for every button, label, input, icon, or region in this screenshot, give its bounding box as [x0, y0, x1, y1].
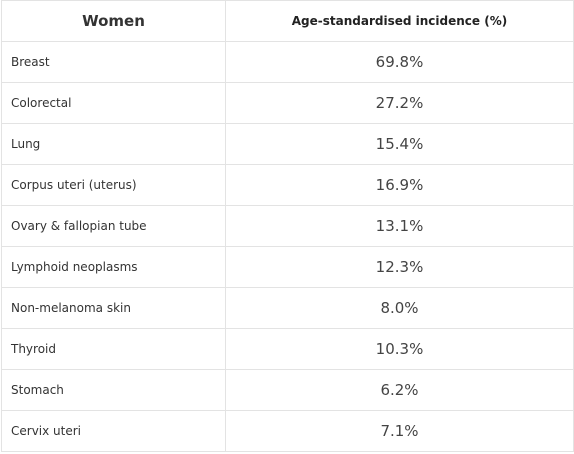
incidence-value-cell: 16.9% [225, 164, 574, 206]
cancer-name-cell: Non-melanoma skin [1, 287, 226, 329]
table-row: Lung 15.4% [1, 123, 574, 165]
incidence-value-cell: 27.2% [225, 82, 574, 124]
cancer-name-cell: Cervix uteri [1, 410, 226, 452]
incidence-value-cell: 13.1% [225, 205, 574, 247]
incidence-value-cell: 6.2% [225, 369, 574, 411]
cancer-name-cell: Stomach [1, 369, 226, 411]
header-row: Women Age-standardised incidence (%) [1, 0, 574, 42]
cancer-name-cell: Thyroid [1, 328, 226, 370]
table-row: Ovary & fallopian tube 13.1% [1, 205, 574, 247]
table-row: Non-melanoma skin 8.0% [1, 287, 574, 329]
table-row: Cervix uteri 7.1% [1, 410, 574, 452]
table-header: Women Age-standardised incidence (%) [1, 0, 574, 42]
cancer-name-cell: Colorectal [1, 82, 226, 124]
table-body: Breast 69.8% Colorectal 27.2% Lung 15.4%… [1, 41, 574, 452]
cancer-name-cell: Lymphoid neoplasms [1, 246, 226, 288]
column-header-incidence: Age-standardised incidence (%) [225, 0, 574, 42]
table-row: Stomach 6.2% [1, 369, 574, 411]
column-header-women: Women [1, 0, 226, 42]
table-row: Lymphoid neoplasms 12.3% [1, 246, 574, 288]
incidence-value-cell: 15.4% [225, 123, 574, 165]
incidence-value-cell: 69.8% [225, 41, 574, 83]
table-row: Colorectal 27.2% [1, 82, 574, 124]
incidence-value-cell: 8.0% [225, 287, 574, 329]
incidence-value-cell: 10.3% [225, 328, 574, 370]
table-row: Breast 69.8% [1, 41, 574, 83]
cancer-name-cell: Lung [1, 123, 226, 165]
incidence-value-cell: 12.3% [225, 246, 574, 288]
table-row: Corpus uteri (uterus) 16.9% [1, 164, 574, 206]
table-row: Thyroid 10.3% [1, 328, 574, 370]
cancer-name-cell: Ovary & fallopian tube [1, 205, 226, 247]
cancer-name-cell: Breast [1, 41, 226, 83]
cancer-name-cell: Corpus uteri (uterus) [1, 164, 226, 206]
incidence-value-cell: 7.1% [225, 410, 574, 452]
